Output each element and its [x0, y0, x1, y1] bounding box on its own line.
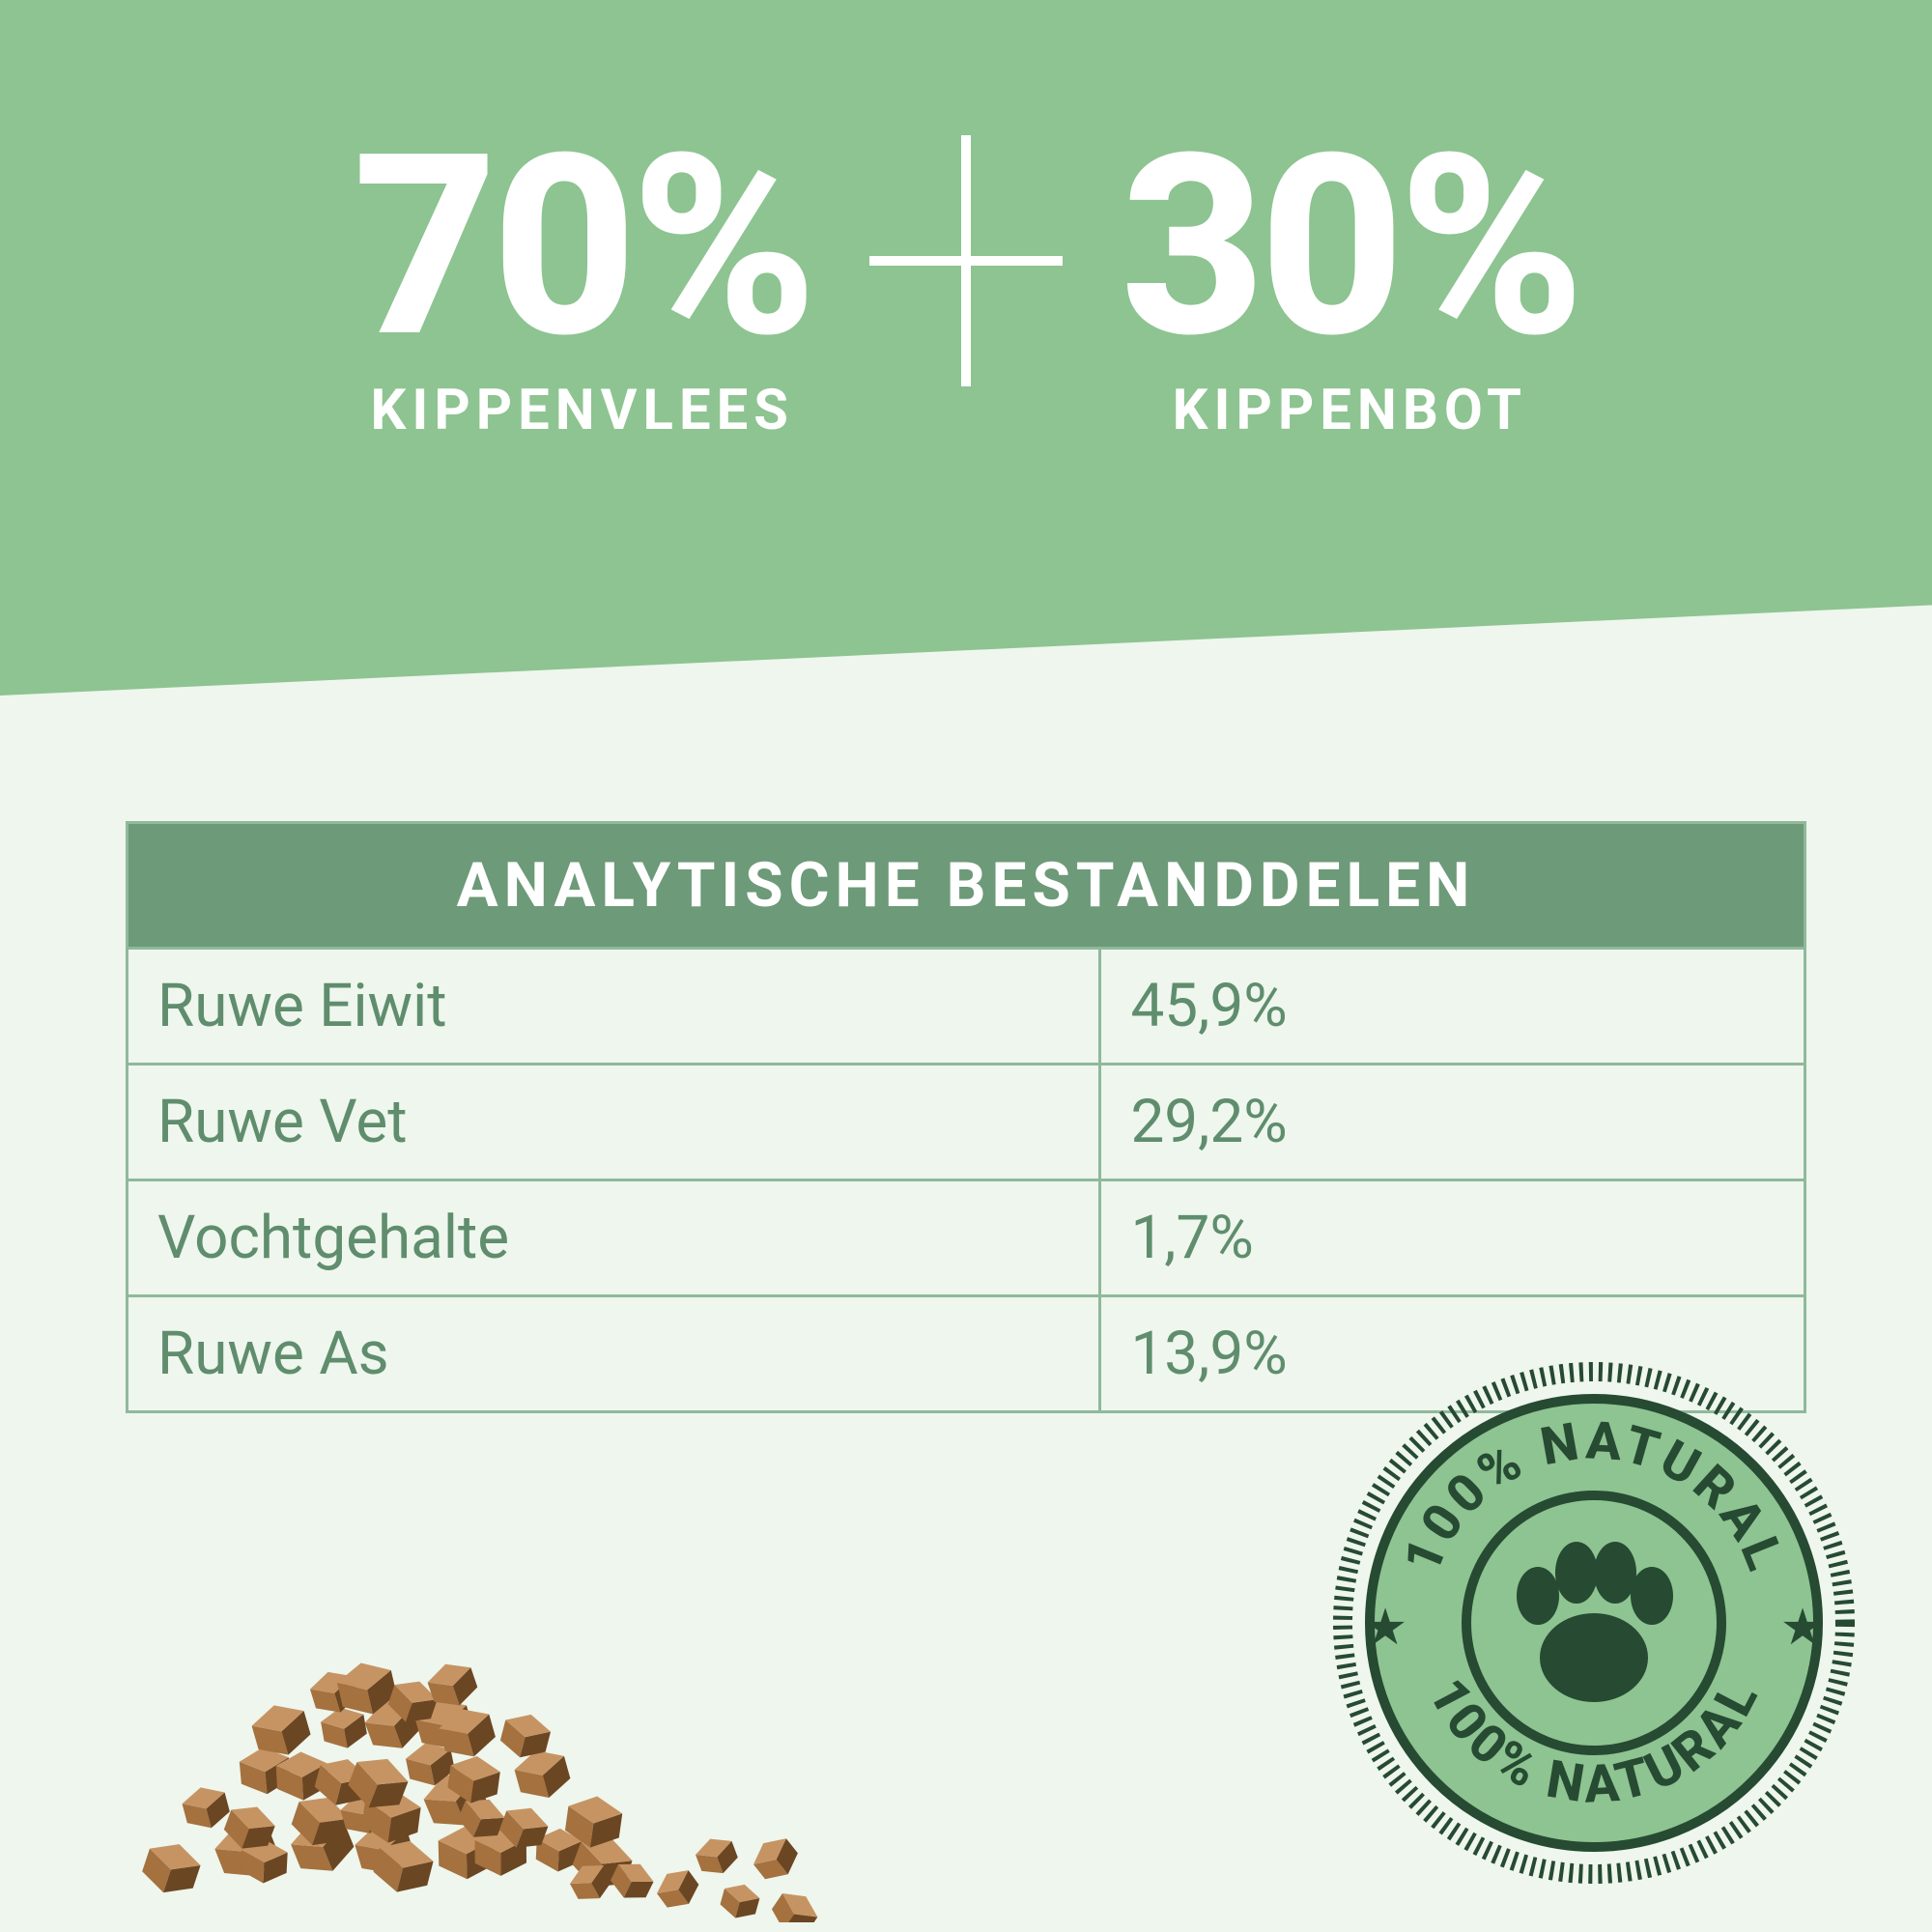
composition-left: 70% KIPPENVLEES: [353, 122, 811, 439]
star-icon: ★: [1780, 1598, 1826, 1657]
nutrient-value: 45,9%: [1100, 949, 1805, 1065]
star-icon: ★: [1363, 1598, 1408, 1657]
table-row: Vochtgehalte 1,7%: [128, 1180, 1805, 1296]
nutrient-name: Vochtgehalte: [128, 1180, 1100, 1296]
composition-right: 30% KIPPENBOT: [1121, 122, 1579, 439]
nutrition-table: ANALYTISCHE BESTANDDELEN Ruwe Eiwit 45,9…: [126, 821, 1806, 1413]
composition-left-value: 70%: [353, 122, 811, 373]
nutrition-table-section: ANALYTISCHE BESTANDDELEN Ruwe Eiwit 45,9…: [126, 821, 1806, 1413]
nutrient-value: 29,2%: [1100, 1065, 1805, 1180]
composition-right-value: 30%: [1121, 122, 1579, 373]
table-row: Ruwe Vet 29,2%: [128, 1065, 1805, 1180]
nutrient-value: 1,7%: [1100, 1180, 1805, 1296]
natural-badge: 100% NATURAL 100% NATURAL ★ ★: [1314, 1343, 1874, 1903]
table-row: Ruwe Eiwit 45,9%: [128, 949, 1805, 1065]
composition-right-label: KIPPENBOT: [1173, 383, 1527, 439]
composition-left-label: KIPPENVLEES: [371, 383, 794, 439]
plus-icon: [869, 116, 1063, 406]
treats-image: [116, 1497, 831, 1922]
nutrient-name: Ruwe As: [128, 1296, 1100, 1412]
nutrition-table-title: ANALYTISCHE BESTANDDELEN: [128, 823, 1805, 949]
nutrient-name: Ruwe Vet: [128, 1065, 1100, 1180]
nutrient-name: Ruwe Eiwit: [128, 949, 1100, 1065]
composition-row: 70% KIPPENVLEES 30% KIPPENBOT: [0, 116, 1932, 444]
